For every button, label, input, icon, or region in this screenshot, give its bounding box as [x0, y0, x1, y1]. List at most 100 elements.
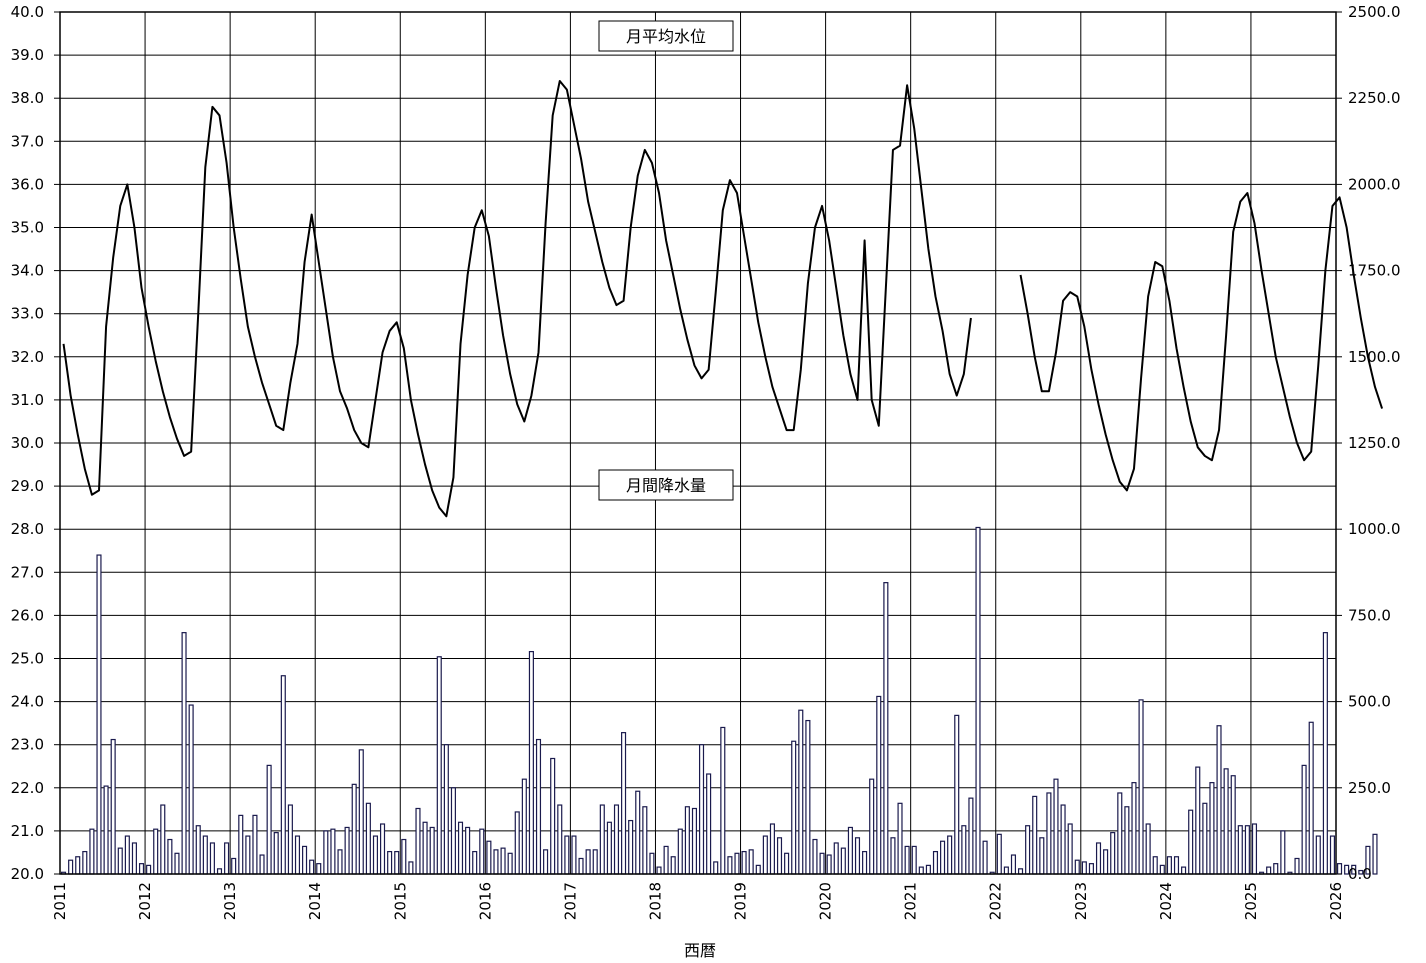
- x-tick-label: 2015: [391, 882, 409, 920]
- precipitation-bar: [294, 835, 301, 875]
- precipitation-bar: [1273, 863, 1279, 875]
- precipitation-bar: [812, 838, 818, 875]
- precipitation-bar: [68, 859, 74, 875]
- precipitation-bar: [1117, 792, 1123, 875]
- precipitation-bar: [713, 861, 719, 875]
- precipitation-bar: [1202, 802, 1208, 875]
- precipitation-bar: [656, 866, 662, 875]
- precipitation-bar: [706, 773, 712, 875]
- precipitation-bar: [231, 857, 237, 875]
- precipitation-bar: [387, 850, 393, 875]
- precipitation-bar: [1351, 864, 1357, 875]
- left-tick-label: 20.0: [11, 865, 44, 883]
- precipitation-bar: [1067, 823, 1073, 875]
- precipitation-bar: [124, 835, 130, 875]
- precipitation-bar: [103, 785, 109, 875]
- precipitation-bar: [1181, 866, 1187, 875]
- precipitation-bar: [96, 554, 102, 875]
- precipitation-bar: [415, 807, 421, 875]
- precipitation-bar: [1010, 854, 1017, 875]
- x-tick-label: 2019: [732, 882, 750, 920]
- precipitation-bar: [1103, 849, 1109, 875]
- precipitation-bar: [443, 744, 449, 875]
- precipitation-bar: [351, 783, 357, 875]
- precipitation-bar: [996, 833, 1002, 875]
- precipitation-bar: [1301, 764, 1307, 875]
- left-tick-label: 39.0: [11, 46, 44, 64]
- right-tick-label: 2500.0: [1348, 3, 1401, 21]
- precipitation-bar: [670, 856, 676, 875]
- precipitation-bar: [691, 807, 698, 875]
- precipitation-bar: [734, 852, 740, 875]
- left-tick-label: 33.0: [11, 305, 44, 323]
- precipitation-bar: [1166, 856, 1172, 875]
- precipitation-bar: [372, 835, 379, 875]
- precipitation-bar: [720, 726, 726, 875]
- precipitation-bar: [500, 847, 506, 875]
- precipitation-bar: [833, 842, 839, 875]
- x-axis-tick-labels: 2011 2012 2013 2014 2015 2016 2017 2018 2019 2020…: [51, 882, 1345, 920]
- precipitation-bar: [323, 830, 329, 875]
- right-tick-label: 1500.0: [1348, 348, 1401, 366]
- precipitation-bar: [1081, 861, 1087, 875]
- precipitation-bar: [798, 709, 804, 875]
- precipitation-bar: [422, 821, 428, 875]
- precipitation-bar: [918, 866, 924, 875]
- precipitation-bar: [826, 854, 832, 875]
- precipitation-bar: [1251, 823, 1258, 875]
- precipitation-bar: [876, 695, 882, 875]
- left-tick-label: 21.0: [11, 822, 44, 840]
- precipitation-bar: [883, 582, 889, 875]
- precipitation-bar: [727, 856, 733, 875]
- precipitation-bar: [748, 849, 754, 875]
- precipitation-bar: [1244, 825, 1250, 875]
- precipitation-bar: [557, 804, 563, 875]
- precipitation-bar: [181, 632, 187, 875]
- precipitation-bar: [1209, 782, 1215, 875]
- left-tick-label: 24.0: [11, 693, 44, 711]
- precipitation-bar: [1060, 804, 1066, 875]
- precipitation-bar: [940, 840, 946, 875]
- precipitation-bar: [961, 825, 967, 875]
- precipitation-bar: [209, 842, 215, 875]
- precipitation-bar: [890, 837, 896, 875]
- precipitation-bar: [1358, 869, 1364, 875]
- precipitation-bar: [337, 849, 343, 875]
- precipitation-bar: [968, 797, 974, 875]
- precipitation-bar: [1372, 833, 1378, 875]
- precipitation-bar: [1280, 830, 1286, 875]
- precipitation-bar: [1322, 632, 1328, 875]
- precipitation-bar: [585, 849, 591, 875]
- precipitation-bar: [507, 852, 513, 875]
- precipitation-bar: [1329, 835, 1336, 875]
- precipitation-bar: [1124, 806, 1130, 875]
- precipitation-bar: [784, 852, 790, 875]
- precipitation-bar: [649, 852, 655, 875]
- right-tick-label: 2000.0: [1348, 175, 1401, 193]
- precipitation-bar: [791, 740, 797, 875]
- precipitation-bar: [741, 850, 747, 875]
- precipitation-bar: [1365, 845, 1371, 875]
- precipitation-bar: [982, 840, 988, 875]
- precipitation-bar: [1003, 866, 1009, 875]
- precipitation-bar: [174, 852, 180, 875]
- x-tick-label: 2016: [476, 882, 494, 920]
- left-tick-label: 32.0: [11, 348, 44, 366]
- left-tick-label: 28.0: [11, 520, 44, 538]
- right-tick-label: 2250.0: [1348, 89, 1401, 107]
- precipitation-bar: [613, 804, 620, 875]
- precipitation-bar: [571, 835, 577, 875]
- precipitation-bar: [472, 850, 478, 875]
- left-tick-label: 34.0: [11, 262, 44, 280]
- precipitation-bar: [167, 838, 173, 875]
- precipitation-bar: [309, 859, 315, 875]
- water-level-line-segment: [1019, 192, 1384, 492]
- precipitation-bar: [854, 837, 861, 875]
- right-axis-tick-labels: 0.0 250.0 500.0 750.0 1000.0 1250.0 1500.0 1750…: [1336, 3, 1401, 883]
- left-tick-label: 36.0: [11, 175, 44, 193]
- x-axis-label: 西暦: [684, 941, 716, 960]
- precipitation-bar: [1131, 782, 1137, 875]
- precipitation-bar: [698, 744, 705, 875]
- precipitation-bar: [762, 835, 768, 875]
